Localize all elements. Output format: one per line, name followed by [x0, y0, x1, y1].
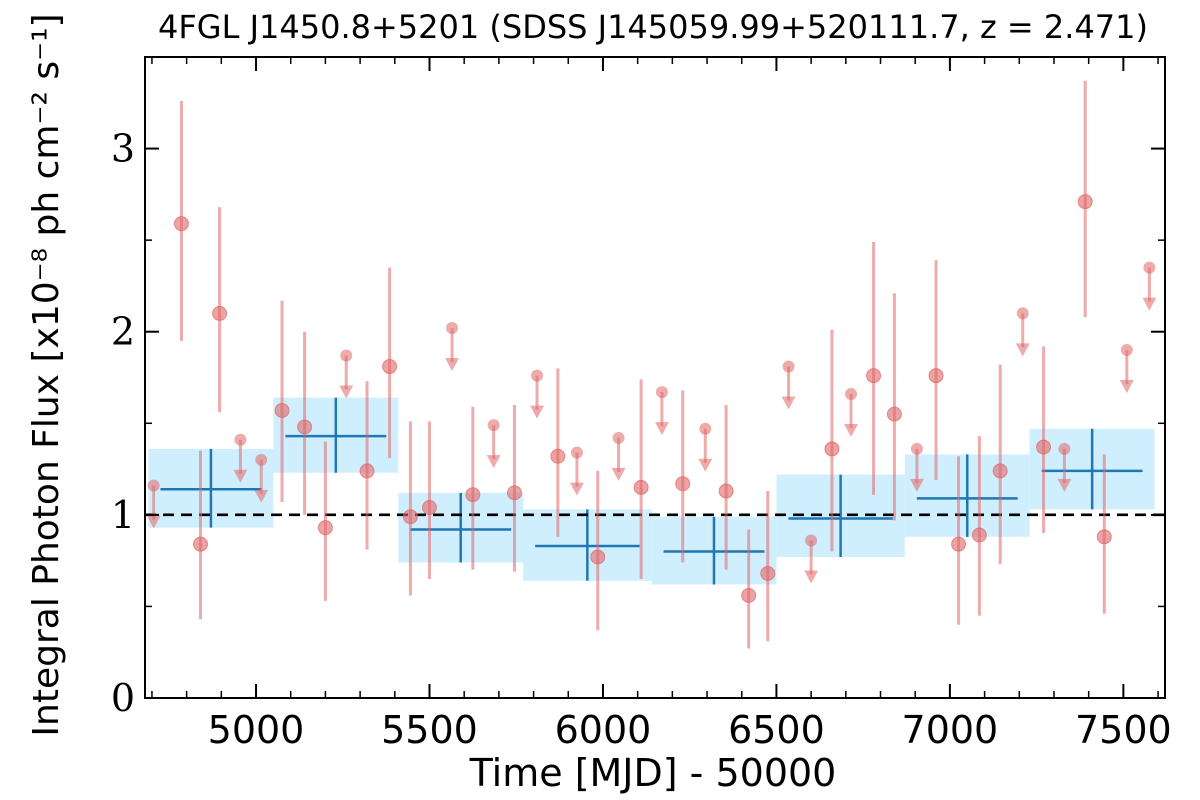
x-tick-label-5: 7500	[1075, 708, 1172, 752]
x-axis-label: Time [MJD] - 50000	[469, 751, 837, 795]
flux-point-2	[212, 305, 228, 321]
axes-layer	[144, 56, 1166, 699]
x-tick-label-1: 5500	[381, 708, 478, 752]
flux-point-10	[465, 487, 481, 503]
flux-point-15	[675, 476, 691, 492]
chart-title: 4FGL J1450.8+5201 (SDSS J145059.99+52011…	[158, 8, 1148, 46]
upper-limit-arrow-2	[254, 489, 269, 503]
flux-point-18	[760, 565, 776, 581]
upper-limit-arrow-11	[781, 396, 796, 410]
flux-point-23	[951, 536, 967, 552]
flux-point-25	[992, 463, 1008, 479]
upper-limit-arrow-1	[233, 469, 248, 483]
upper-limit-arrow-12	[804, 570, 819, 584]
flux-point-19	[824, 441, 840, 457]
flux-point-12	[550, 448, 566, 464]
upper-limit-arrow-6	[530, 405, 545, 419]
upper-limit-arrow-3	[339, 385, 354, 399]
flux-points-layer	[146, 80, 1157, 649]
flux-point-14	[633, 479, 649, 495]
y-tick-label-0: 0	[111, 676, 135, 720]
upper-limit-arrow-4	[445, 358, 460, 372]
flux-point-22	[928, 368, 944, 384]
plot-frame	[144, 56, 1166, 699]
upper-limit-arrow-9	[654, 422, 669, 436]
flux-point-16	[718, 483, 734, 499]
x-tick-label-4: 7000	[902, 708, 999, 752]
flux-point-1	[193, 536, 209, 552]
flux-point-20	[866, 368, 882, 384]
flux-point-26	[1036, 439, 1052, 455]
flux-point-24	[971, 527, 987, 543]
flux-point-27	[1077, 194, 1093, 210]
tick-layer: 5000 5500 6000 6500 7000 7500 0 1 2 3	[111, 56, 1172, 752]
upper-limit-arrow-8	[611, 467, 626, 481]
upper-limit-arrow-7	[569, 482, 584, 496]
flux-point-13	[590, 549, 606, 565]
x-tick-label-3: 6500	[728, 708, 825, 752]
y-tick-label-3: 3	[111, 127, 135, 171]
flux-point-7	[382, 359, 398, 375]
upper-limit-arrow-0	[146, 515, 161, 529]
flux-point-21	[886, 406, 902, 422]
flux-point-11	[506, 485, 522, 501]
flux-point-17	[741, 587, 757, 603]
flux-point-4	[297, 419, 313, 435]
y-tick-label-1: 1	[111, 493, 135, 537]
upper-limit-arrow-17	[1119, 380, 1134, 394]
y-axis-label: Integral Photon Flux [x10⁻⁸ ph cm⁻² s⁻¹]	[26, 13, 67, 736]
x-tick-label-0: 5000	[208, 708, 305, 752]
x-tick-label-2: 6000	[555, 708, 652, 752]
upper-limit-arrow-14	[909, 478, 924, 492]
flux-point-0	[173, 216, 189, 232]
flux-point-5	[317, 520, 333, 536]
flux-point-6	[359, 463, 375, 479]
upper-limit-arrow-5	[486, 455, 501, 469]
flux-point-9	[421, 500, 437, 516]
upper-limit-arrow-15	[1015, 343, 1030, 357]
upper-limit-arrow-16	[1057, 478, 1072, 492]
upper-limit-arrow-10	[698, 458, 713, 472]
flux-point-8	[402, 509, 418, 525]
flux-point-28	[1096, 529, 1112, 545]
y-tick-label-2: 2	[111, 310, 135, 354]
upper-limit-arrow-18	[1142, 297, 1157, 311]
flux-point-3	[274, 402, 290, 418]
upper-limit-arrow-13	[844, 423, 859, 437]
